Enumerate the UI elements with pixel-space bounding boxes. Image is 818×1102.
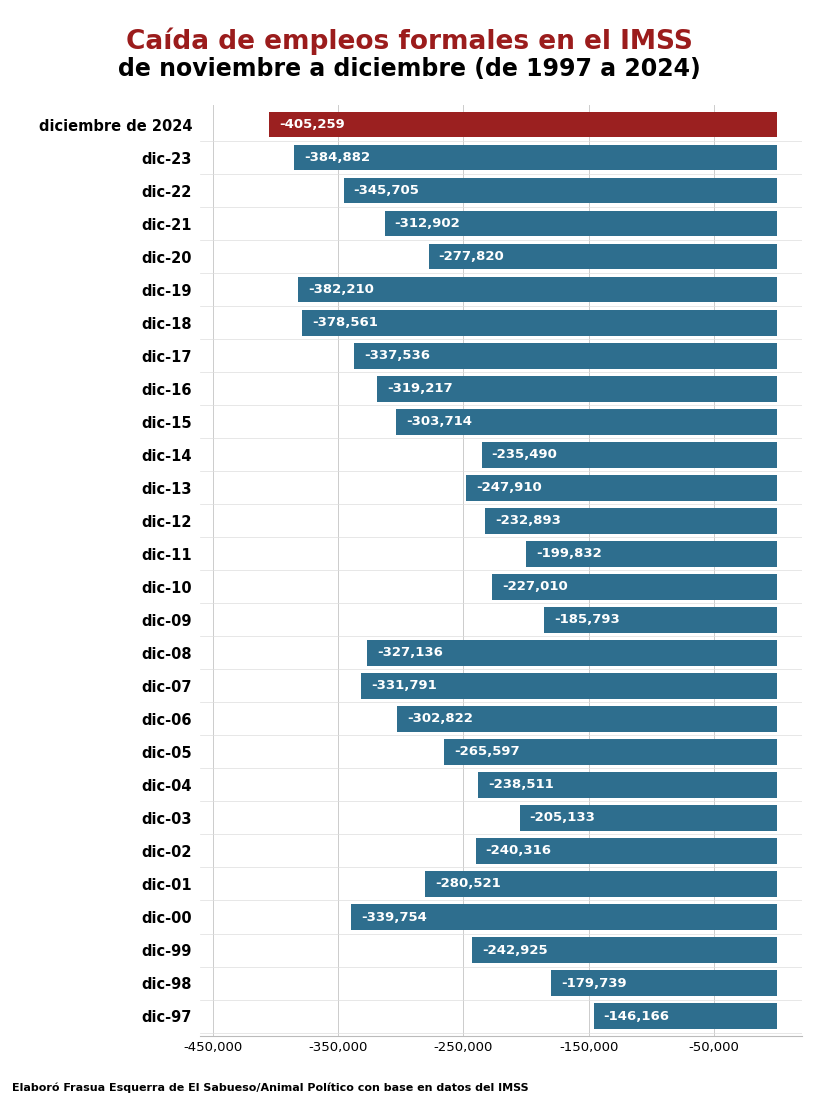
Text: -312,902: -312,902 [394, 217, 461, 230]
Text: -227,010: -227,010 [502, 581, 568, 593]
Text: -240,316: -240,316 [486, 844, 551, 857]
Bar [396, 409, 776, 434]
Text: -319,217: -319,217 [387, 382, 452, 396]
Text: -238,511: -238,511 [488, 778, 554, 791]
Text: -199,832: -199,832 [537, 548, 602, 560]
Text: -265,597: -265,597 [454, 745, 519, 758]
Bar [269, 111, 776, 138]
Text: -146,166: -146,166 [604, 1009, 669, 1023]
Bar [298, 277, 776, 302]
Text: -280,521: -280,521 [435, 877, 501, 890]
Bar [354, 343, 776, 368]
Text: -339,754: -339,754 [361, 910, 427, 923]
Text: -235,490: -235,490 [492, 449, 558, 462]
Bar [544, 607, 776, 633]
Text: -405,259: -405,259 [279, 118, 344, 131]
Bar [478, 773, 776, 798]
Text: -185,793: -185,793 [554, 614, 620, 626]
Text: Caída de empleos formales en el IMSS: Caída de empleos formales en el IMSS [125, 28, 693, 55]
Text: -179,739: -179,739 [561, 976, 627, 990]
Text: -384,882: -384,882 [304, 151, 371, 164]
Bar [466, 475, 776, 500]
Bar [351, 904, 776, 930]
Text: -327,136: -327,136 [377, 647, 443, 659]
Bar [303, 310, 776, 335]
Bar [425, 871, 776, 897]
Bar [492, 574, 776, 599]
Bar [361, 673, 776, 699]
Text: -378,561: -378,561 [312, 316, 378, 329]
Text: -277,820: -277,820 [438, 250, 505, 263]
Text: de noviembre a diciembre (de 1997 a 2024): de noviembre a diciembre (de 1997 a 2024… [118, 57, 700, 82]
Bar [294, 144, 776, 171]
Text: -303,714: -303,714 [407, 415, 472, 429]
Bar [398, 706, 776, 732]
Bar [472, 937, 776, 963]
Text: Elaboró Frasua Esquerra de El Sabueso/Animal Político con base en datos del IMSS: Elaboró Frasua Esquerra de El Sabueso/An… [12, 1082, 529, 1093]
Bar [485, 508, 776, 533]
Text: -232,893: -232,893 [495, 515, 561, 527]
Bar [377, 376, 776, 401]
Text: -382,210: -382,210 [308, 283, 374, 296]
Text: -345,705: -345,705 [353, 184, 420, 197]
Bar [384, 210, 776, 237]
Bar [594, 1003, 776, 1029]
Bar [526, 541, 776, 566]
Bar [429, 244, 776, 270]
Bar [551, 970, 776, 996]
Text: -302,822: -302,822 [407, 712, 473, 725]
Text: -337,536: -337,536 [364, 349, 429, 363]
Bar [519, 806, 776, 831]
Text: -331,791: -331,791 [371, 679, 437, 692]
Bar [475, 839, 776, 864]
Text: -247,910: -247,910 [476, 482, 542, 494]
Bar [366, 640, 776, 666]
Bar [482, 442, 776, 467]
Bar [344, 177, 776, 204]
Text: -242,925: -242,925 [483, 943, 548, 957]
Bar [444, 739, 776, 765]
Text: -205,133: -205,133 [530, 811, 596, 824]
